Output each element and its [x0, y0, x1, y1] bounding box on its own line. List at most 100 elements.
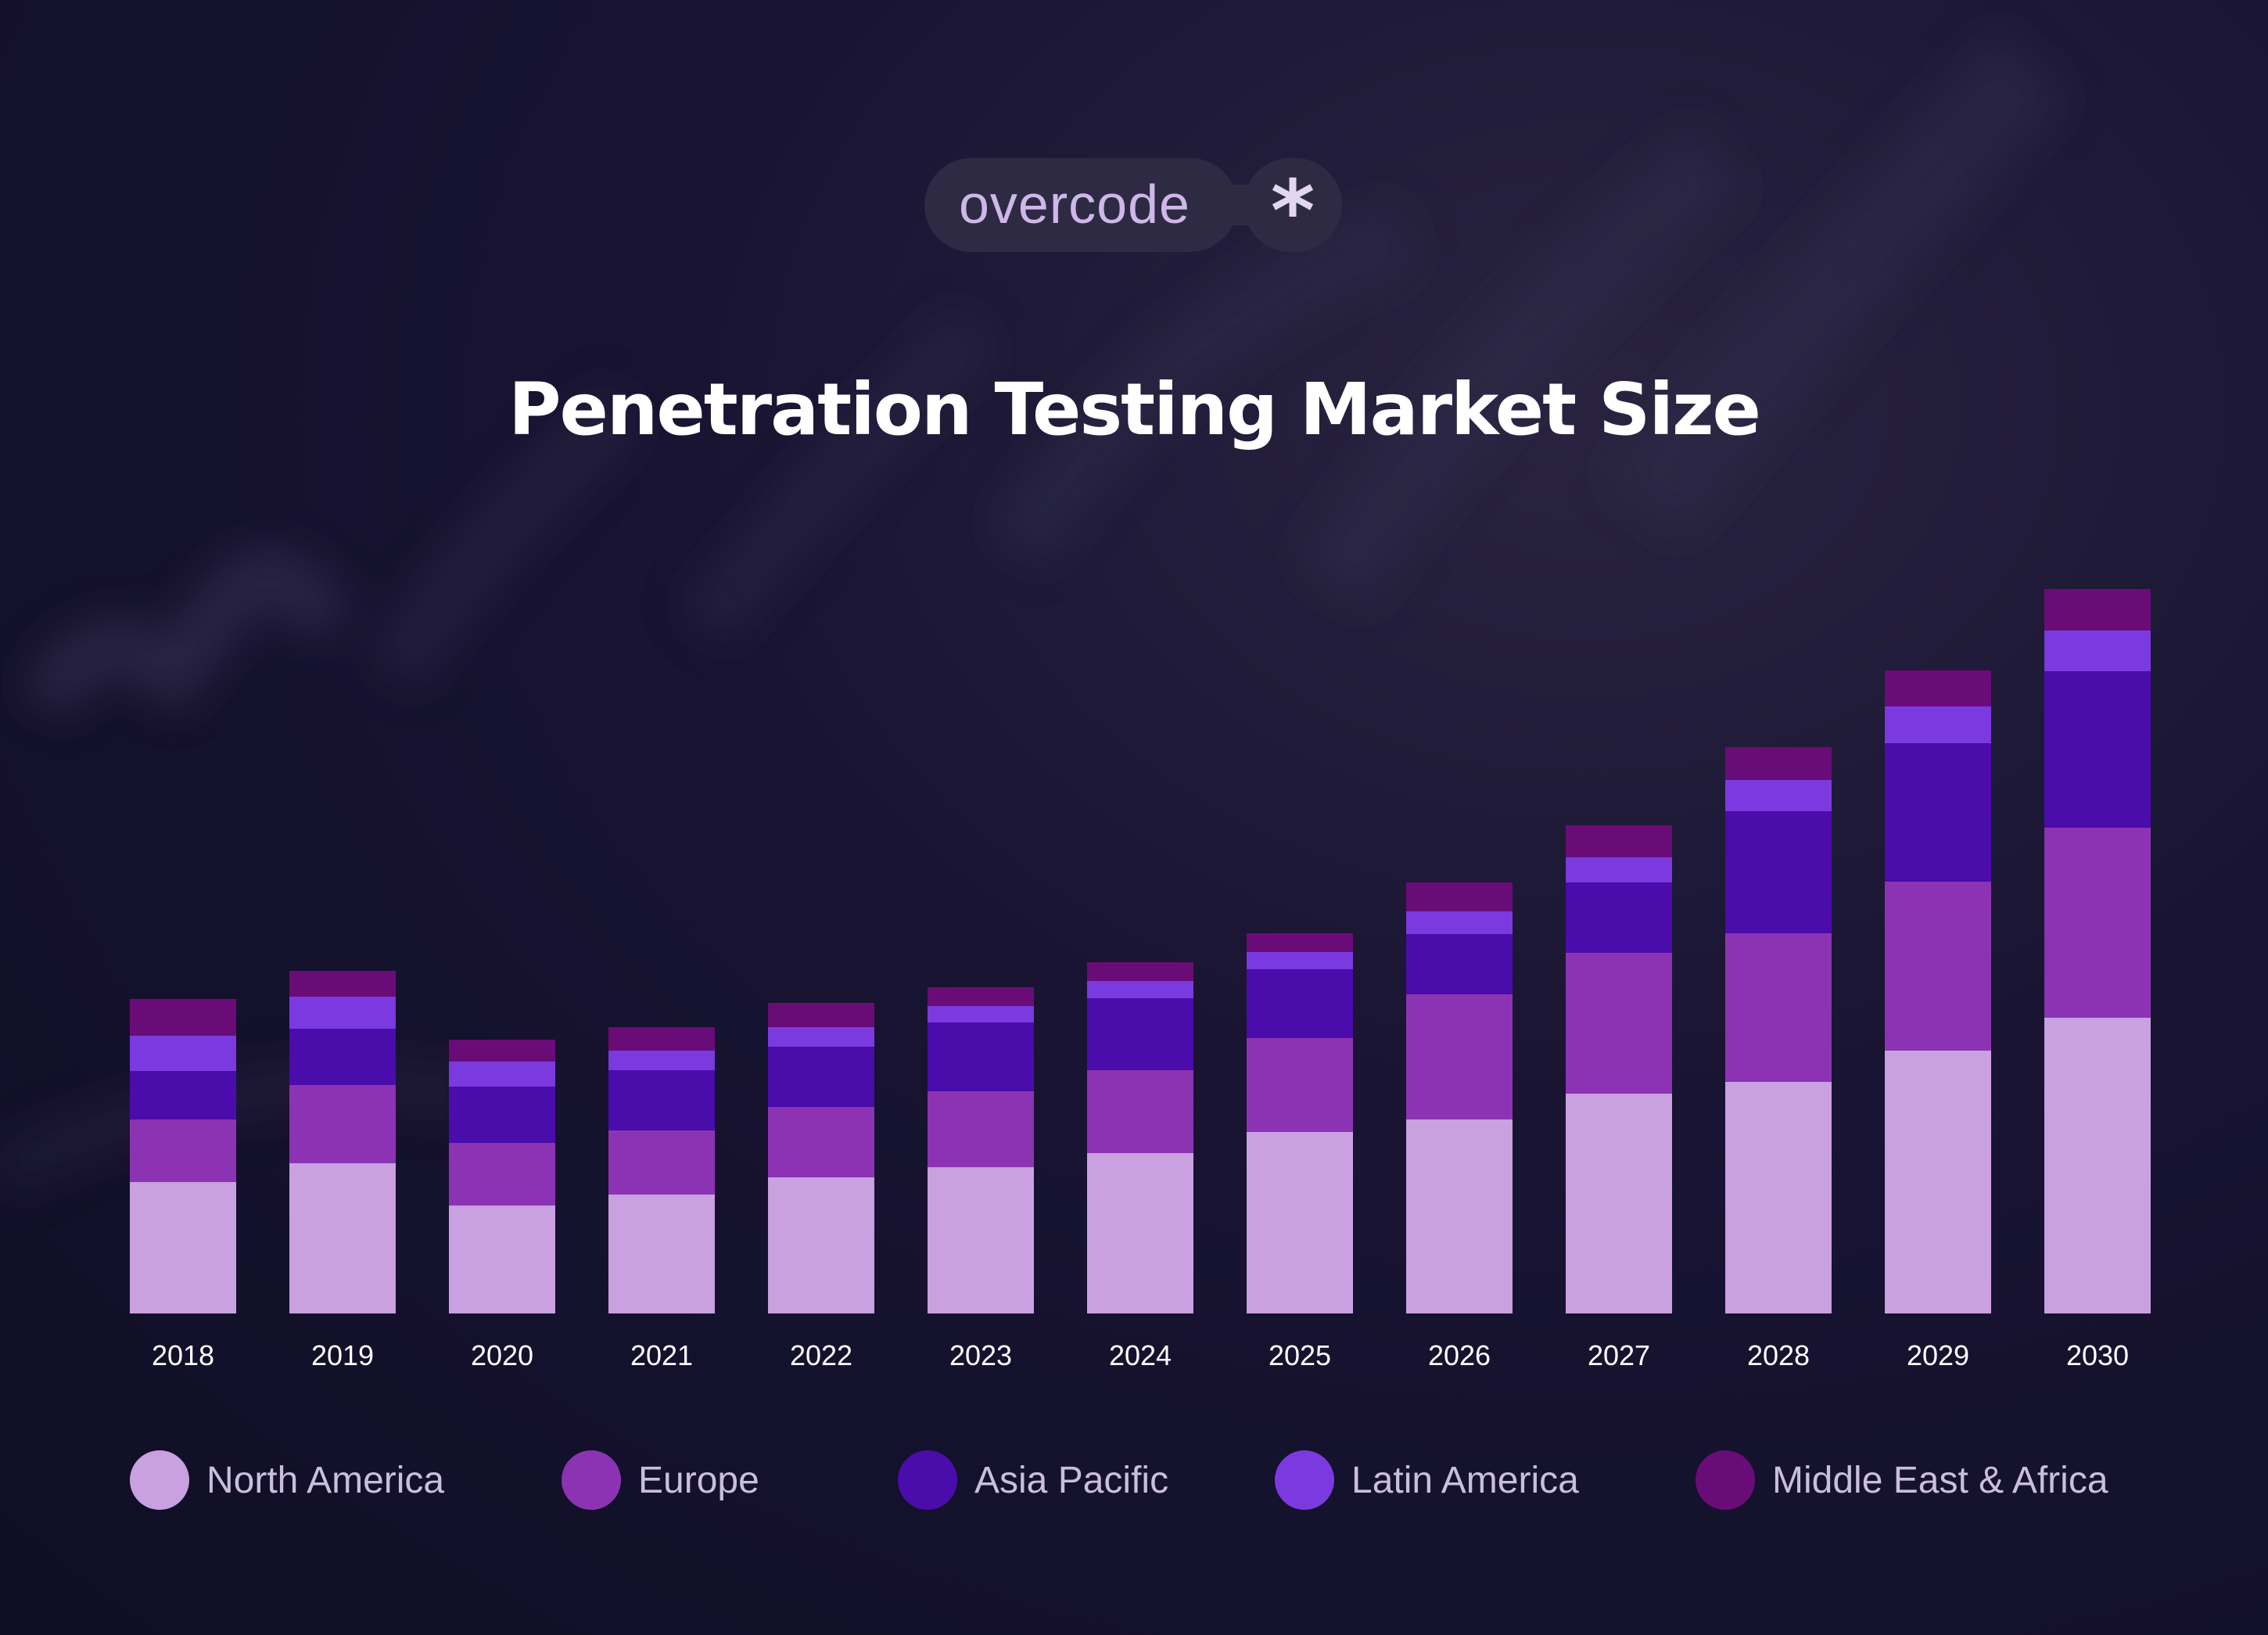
bar-2019-latin-america: [289, 997, 396, 1029]
bar-2019-asia-pacific: [289, 1029, 396, 1085]
bar-2025-latin-america: [1247, 952, 1353, 969]
x-tick-label: 2029: [1907, 1339, 1969, 1371]
bar-2024-asia-pacific: [1087, 998, 1193, 1070]
bar-2021-latin-america: [608, 1051, 715, 1070]
legend-label: North America: [206, 1459, 445, 1501]
bar-2020-middle-east-and-africa: [449, 1040, 555, 1062]
bar-2026-middle-east-and-africa: [1406, 882, 1513, 911]
bar-2018-europe: [130, 1119, 236, 1182]
bar-2019-north-america: [289, 1163, 396, 1313]
x-tick-label: 2026: [1428, 1339, 1491, 1371]
bar-2027-asia-pacific: [1566, 882, 1672, 953]
bar-2018-north-america: [130, 1182, 236, 1313]
chart-legend: North America Europe Asia Pacific Latin Ame…: [0, 1449, 2268, 1511]
bar-2025-europe: [1247, 1038, 1353, 1132]
bar-2022-north-america: [768, 1177, 874, 1313]
bar-2026-asia-pacific: [1406, 934, 1513, 994]
x-tick-label: 2018: [152, 1339, 214, 1371]
overcode-logo: overcode *: [924, 158, 1342, 261]
x-tick-label: 2027: [1588, 1339, 1650, 1371]
bar-2023-middle-east-and-africa: [928, 987, 1034, 1006]
bar-2022-asia-pacific: [768, 1047, 874, 1107]
bar-2030-middle-east-and-africa: [2044, 589, 2151, 631]
bar-2024-europe: [1087, 1070, 1193, 1153]
legend-item-north-america: North America: [130, 1449, 444, 1511]
bar-2029-north-america: [1885, 1051, 1991, 1313]
logo-circle: [1243, 158, 1342, 252]
bar-2024-north-america: [1087, 1153, 1193, 1313]
bar-2030-europe: [2044, 828, 2151, 1018]
bar-2021-middle-east-and-africa: [608, 1027, 715, 1051]
bar-2018-latin-america: [130, 1036, 236, 1071]
bar-2018-asia-pacific: [130, 1071, 236, 1119]
bar-2027-europe: [1566, 953, 1672, 1094]
bar-2022-latin-america: [768, 1027, 874, 1047]
legend-label: Europe: [638, 1459, 759, 1501]
chart-title: Penetration Testing Market Size: [508, 368, 1761, 451]
bar-2020-latin-america: [449, 1062, 555, 1087]
legend-swatch: [562, 1450, 621, 1510]
bar-2028-latin-america: [1725, 780, 1832, 811]
legend-label: Asia Pacific: [974, 1459, 1169, 1501]
bar-2029-asia-pacific: [1885, 743, 1991, 882]
bar-2027-north-america: [1566, 1094, 1672, 1313]
bar-2030-north-america: [2044, 1018, 2151, 1313]
x-tick-label: 2028: [1747, 1339, 1810, 1371]
bar-2026-north-america: [1406, 1119, 1513, 1313]
bar-2028-asia-pacific: [1725, 811, 1832, 933]
bar-2021-asia-pacific: [608, 1070, 715, 1130]
logo-wordmark: overcode: [959, 174, 1190, 235]
legend-label: Latin America: [1351, 1459, 1579, 1501]
bar-2022-europe: [768, 1107, 874, 1177]
logo-pill: [924, 158, 1237, 252]
legend-swatch: [1275, 1450, 1334, 1510]
x-tick-label: 2024: [1109, 1339, 1172, 1371]
bar-2027-latin-america: [1566, 857, 1672, 882]
bar-2029-europe: [1885, 882, 1991, 1051]
legend-swatch: [130, 1450, 189, 1510]
bar-2025-north-america: [1247, 1132, 1353, 1313]
bar-2026-latin-america: [1406, 911, 1513, 934]
bar-2020-north-america: [449, 1206, 555, 1313]
bar-2021-north-america: [608, 1195, 715, 1313]
bar-2020-asia-pacific: [449, 1087, 555, 1143]
bar-2030-latin-america: [2044, 631, 2151, 671]
x-tick-label: 2022: [790, 1339, 852, 1371]
bar-2030-asia-pacific: [2044, 671, 2151, 828]
bar-2026-europe: [1406, 994, 1513, 1119]
x-tick-label: 2025: [1269, 1339, 1331, 1371]
bar-2023-europe: [928, 1091, 1034, 1167]
bar-2025-asia-pacific: [1247, 969, 1353, 1038]
legend-swatch: [898, 1450, 957, 1510]
asterisk-icon: *: [1270, 163, 1315, 261]
legend-swatch: [1696, 1450, 1755, 1510]
bar-2029-middle-east-and-africa: [1885, 670, 1991, 706]
bar-2025-middle-east-and-africa: [1247, 933, 1353, 952]
bar-2020-europe: [449, 1143, 555, 1206]
bar-2029-latin-america: [1885, 706, 1991, 743]
bar-2019-europe: [289, 1085, 396, 1163]
legend-item-asia-pacific: Asia Pacific: [898, 1449, 1168, 1511]
x-tick-label: 2023: [949, 1339, 1012, 1371]
bar-2027-middle-east-and-africa: [1566, 825, 1672, 857]
x-tick-label: 2021: [630, 1339, 693, 1371]
bar-2028-middle-east-and-africa: [1725, 747, 1832, 780]
bar-2028-north-america: [1725, 1082, 1832, 1313]
bar-2028-europe: [1725, 933, 1832, 1082]
bar-2022-middle-east-and-africa: [768, 1003, 874, 1027]
bar-2023-latin-america: [928, 1006, 1034, 1022]
bar-2024-latin-america: [1087, 981, 1193, 998]
x-tick-label: 2030: [2066, 1339, 2129, 1371]
legend-item-latin-america: Latin America: [1275, 1449, 1579, 1511]
x-tick-label: 2019: [311, 1339, 374, 1371]
bar-2018-middle-east-and-africa: [130, 999, 236, 1036]
bar-2019-middle-east-and-africa: [289, 971, 396, 997]
x-tick-label: 2020: [471, 1339, 533, 1371]
legend-item-middle-east-and-africa: Middle East & Africa: [1696, 1449, 2108, 1511]
bar-2021-europe: [608, 1130, 715, 1195]
bar-2023-north-america: [928, 1167, 1034, 1313]
bar-2023-asia-pacific: [928, 1022, 1034, 1091]
legend-label: Middle East & Africa: [1772, 1459, 2108, 1501]
bar-2024-middle-east-and-africa: [1087, 962, 1193, 981]
